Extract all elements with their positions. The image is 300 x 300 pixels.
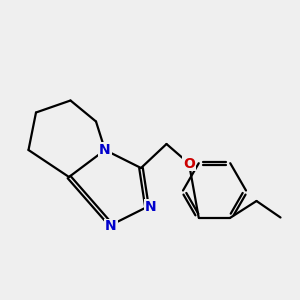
Text: N: N [105, 220, 117, 233]
Text: N: N [99, 143, 111, 157]
Text: O: O [183, 157, 195, 170]
Text: N: N [145, 200, 156, 214]
